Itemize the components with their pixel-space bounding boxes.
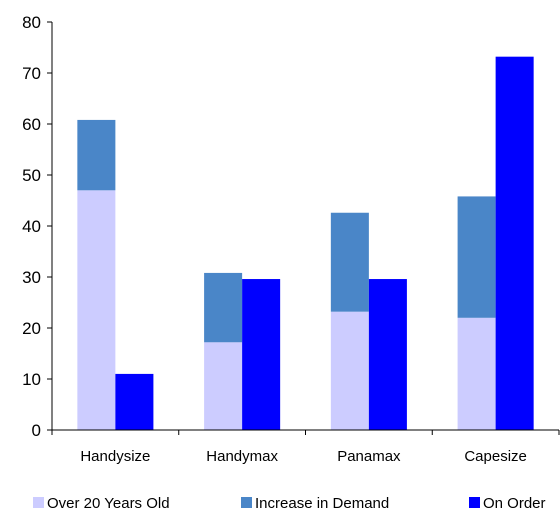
bars-layer [77, 56, 534, 431]
x-tick-label: Panamax [337, 448, 401, 465]
bar [495, 56, 534, 431]
y-tick-label: 30 [22, 268, 41, 287]
bar [330, 311, 369, 430]
y-tick-label: 0 [32, 421, 41, 440]
bar [204, 342, 243, 430]
bar [457, 196, 496, 318]
legend-swatch [241, 497, 252, 508]
y-axis-ticks: 0 10 20 30 40 50 60 70 80 [22, 13, 52, 440]
legend-swatch [469, 497, 480, 508]
bar [77, 190, 116, 430]
y-tick-label: 50 [22, 166, 41, 185]
x-axis-labels: Handysize Handymax Panamax Capesize [51, 430, 560, 465]
legend-label: On Order [483, 495, 546, 512]
bar [368, 279, 407, 430]
legend-label: Increase in Demand [255, 495, 389, 512]
y-tick-label: 80 [22, 13, 41, 32]
y-tick-label: 20 [22, 319, 41, 338]
bar [77, 119, 116, 191]
bar [115, 373, 154, 430]
x-tick-label: Handysize [80, 448, 150, 465]
y-tick-label: 70 [22, 64, 41, 83]
x-tick-label: Capesize [464, 448, 527, 465]
y-tick-label: 10 [22, 370, 41, 389]
bar [457, 317, 496, 430]
legend-label: Over 20 Years Old [47, 495, 170, 512]
bar [204, 272, 243, 343]
bar [330, 212, 369, 312]
y-tick-label: 40 [22, 217, 41, 236]
legend-swatch [33, 497, 44, 508]
legend: Over 20 Years Old Increase in Demand On Or… [33, 495, 546, 512]
y-tick-label: 60 [22, 115, 41, 134]
bar [242, 279, 281, 430]
x-tick-label: Handymax [206, 448, 278, 465]
